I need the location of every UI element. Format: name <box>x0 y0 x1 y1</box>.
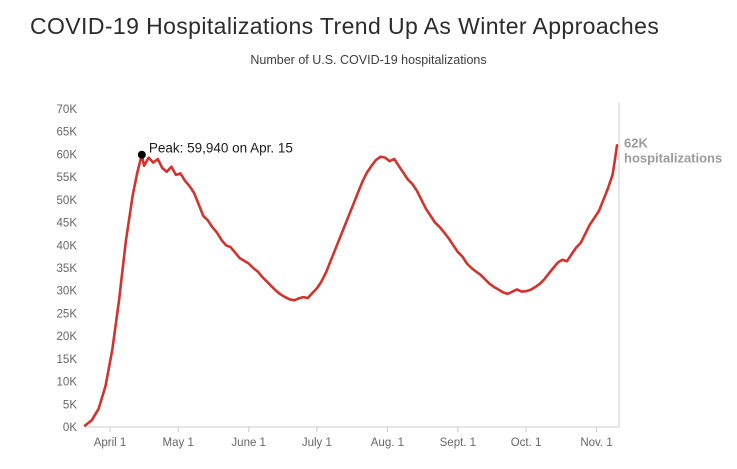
y-axis-tick-label: 30K <box>57 286 78 298</box>
chart-subtitle: Number of U.S. COVID-19 hospitalizations <box>250 53 487 68</box>
hospitalizations-line-chart: 0K 5K 10K 15K 20K 25K 30K 35K 40K 45K 50K 55K 60K 65K… <box>0 89 737 469</box>
y-axis-tick-label: 0K <box>63 422 77 434</box>
x-axis-tick-label: May 1 <box>163 437 194 449</box>
y-axis-tick-label: 40K <box>57 241 78 253</box>
y-axis-tick-label: 70K <box>57 104 78 116</box>
y-axis-tick-label: 55K <box>57 172 78 184</box>
x-axis-tick-label: July 1 <box>302 437 332 449</box>
y-axis-tick-label: 25K <box>57 309 78 321</box>
page-title: COVID-19 Hospitalizations Trend Up As Wi… <box>30 13 660 39</box>
x-axis-tick-label: Sept. 1 <box>440 437 476 449</box>
y-axis-tick-label: 35K <box>57 263 78 275</box>
y-axis-tick-label: 10K <box>57 377 78 389</box>
end-value-label-line2: hospitalizations <box>624 151 722 166</box>
x-axis-tick-label: Nov. 1 <box>580 437 612 449</box>
y-axis-tick-label: 65K <box>57 127 78 139</box>
x-axis-tick-label: June 1 <box>231 437 266 449</box>
y-axis-tick-label: 60K <box>57 150 78 162</box>
end-value-label-line1: 62K <box>624 136 648 151</box>
y-axis-tick-label: 45K <box>57 218 78 230</box>
x-axis-tick-label: Aug. 1 <box>371 437 404 449</box>
y-axis-tick-label: 20K <box>57 331 78 343</box>
x-axis-tick-label: Oct. 1 <box>511 437 542 449</box>
peak-annotation-label: Peak: 59,940 on Apr. 15 <box>149 141 293 156</box>
y-axis-tick-label: 5K <box>63 400 77 412</box>
x-axis-tick-label: April 1 <box>94 437 127 449</box>
y-axis-tick-label: 15K <box>57 354 78 366</box>
y-axis-tick-label: 50K <box>57 195 78 207</box>
peak-marker <box>137 150 146 159</box>
chart-canvas: 0K 5K 10K 15K 20K 25K 30K 35K 40K 45K 50K 55K 60K 65K… <box>57 103 722 449</box>
trend-line <box>83 144 619 428</box>
